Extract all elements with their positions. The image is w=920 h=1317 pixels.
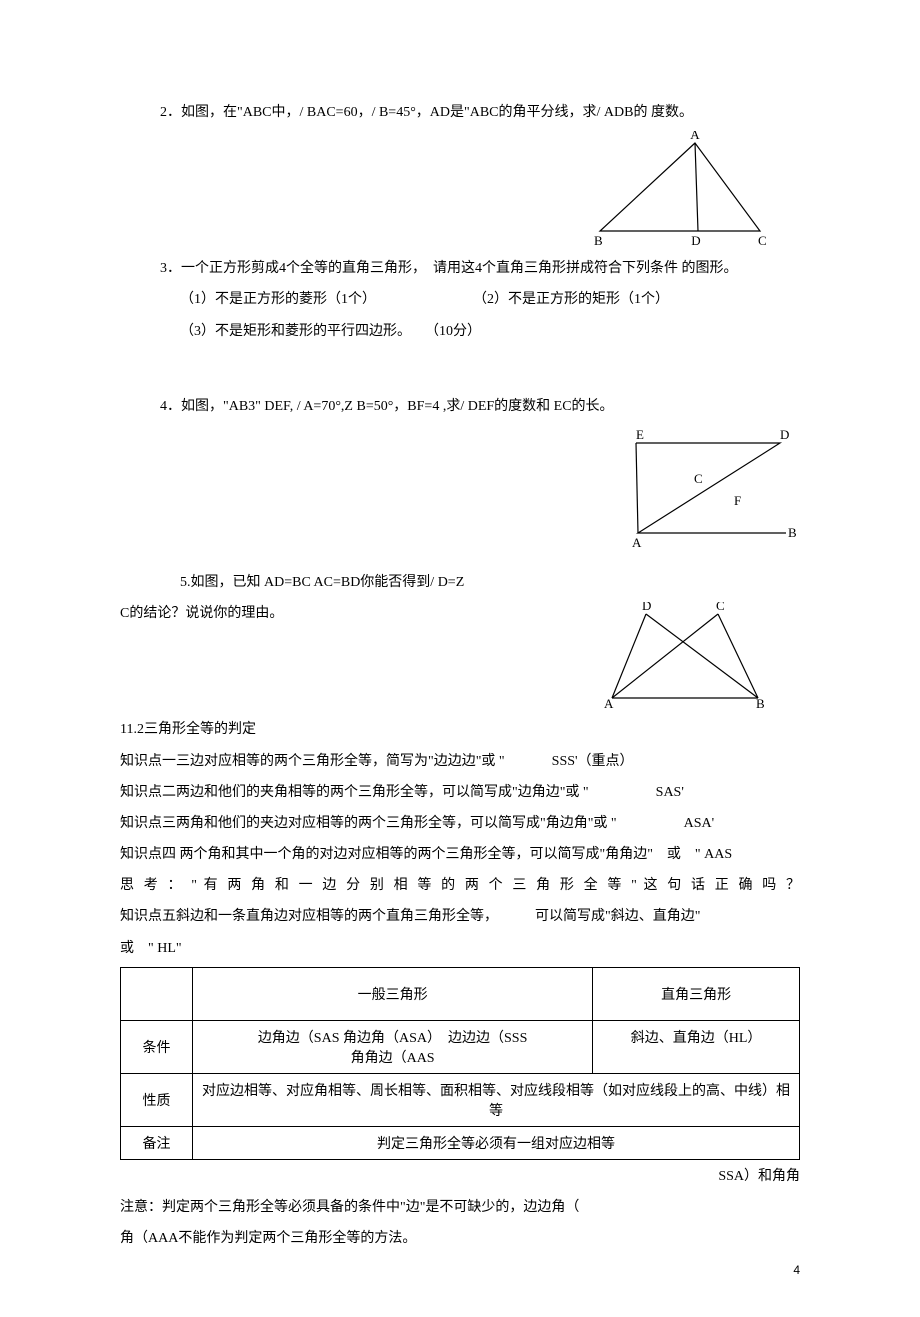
row-cond-lbl: 条件 [121, 1020, 193, 1073]
q3-2b: （2）不是正方形的矩形（1个） [473, 292, 669, 307]
q3-line2: （1）不是正方形的菱形（1个） （2）不是正方形的矩形（1个） [120, 287, 800, 312]
lbl-D5: D [642, 602, 651, 613]
lbl-C: C [758, 233, 767, 248]
sec-k5: 知识点五斜边和一条直角边对应相等的两个直角三角形全等， 可以简写成"斜边、直角边… [120, 904, 800, 929]
lbl-A5: A [604, 696, 614, 711]
row-note: 判定三角形全等必须有一组对应边相等 [193, 1126, 800, 1159]
lbl-C4: C [694, 471, 703, 486]
sec-k1: 知识点一三边对应相等的两个三角形全等，简写为"边边边"或 " SSS'（重点） [120, 749, 800, 774]
row-cond-general: 边角边（SAS 角边角（ASA） 边边边（SSS 角角边（AAS [193, 1020, 593, 1073]
q3-2a: （1）不是正方形的菱形（1个） [180, 292, 376, 307]
q2-figure: A B D C [120, 131, 800, 256]
th-right: 直角三角形 [593, 967, 800, 1020]
lbl-B4: B [788, 525, 797, 540]
congruence-table: 一般三角形 直角三角形 条件 边角边（SAS 角边角（ASA） 边边边（SSS … [120, 967, 800, 1160]
sec-k3: 知识点三两角和他们的夹边对应相等的两个三角形全等，可以简写成"角边角"或 " A… [120, 811, 800, 836]
q3-line3: （3）不是矩形和菱形的平行四边形。 （10分） [120, 319, 800, 344]
tail-note1: 注意：判定两个三角形全等必须具备的条件中"边"是不可缺少的，边边角（ [120, 1195, 800, 1220]
lbl-F: F [734, 493, 741, 508]
lbl-E: E [636, 427, 644, 442]
sec-k5c: 或 " HL" [120, 936, 800, 961]
lbl-D: D [780, 427, 789, 442]
lbl-C5: C [716, 602, 725, 613]
q5-stem-a: 5.如图，已知 AD=BC AC=BD你能否得到/ D=Z [120, 570, 800, 595]
tail-right: SSA）和角角 [120, 1164, 800, 1189]
row-prop-lbl: 性质 [121, 1073, 193, 1126]
row-cond-right: 斜边、直角边（HL） [593, 1020, 800, 1073]
page-number: 4 [793, 1263, 800, 1277]
lbl-B: B [594, 233, 603, 248]
row-note-lbl: 备注 [121, 1126, 193, 1159]
lbl-B5: B [756, 696, 765, 711]
sec-think: 思 考 ： " 有 两 角 和 一 边 分 别 相 等 的 两 个 三 角 形 … [120, 873, 800, 898]
q4-stem: 4．如图，"AB3" DEF, / A=70°,Z B=50°，BF=4 ,求/… [120, 394, 800, 419]
lbl-A4: A [632, 535, 642, 550]
sec-k2: 知识点二两边和他们的夹角相等的两个三角形全等，可以简写成"边角边"或 " SAS… [120, 780, 800, 805]
sec-title: 11.2三角形全等的判定 [120, 717, 800, 742]
sec-k4: 知识点四 两个角和其中一个角的对边对应相等的两个三角形全等，可以简写成"角角边"… [120, 842, 800, 867]
lbl-D: D [691, 233, 700, 248]
lbl-A: A [690, 131, 700, 142]
row-prop: 对应边相等、对应角相等、周长相等、面积相等、对应线段相等（如对应线段上的高、中线… [193, 1073, 800, 1126]
tail-note2: 角（AAA不能作为判定两个三角形全等的方法。 [120, 1226, 800, 1251]
q4-figure: E D C F A B [120, 425, 800, 560]
q3-stem: 3．一个正方形剪成4个全等的直角三角形， 请用这4个直角三角形拼成符合下列条件 … [120, 256, 800, 281]
th-general: 一般三角形 [193, 967, 593, 1020]
q2-stem: 2．如图，在"ABC中，/ BAC=60，/ B=45°，AD是"ABC的角平分… [120, 100, 800, 125]
